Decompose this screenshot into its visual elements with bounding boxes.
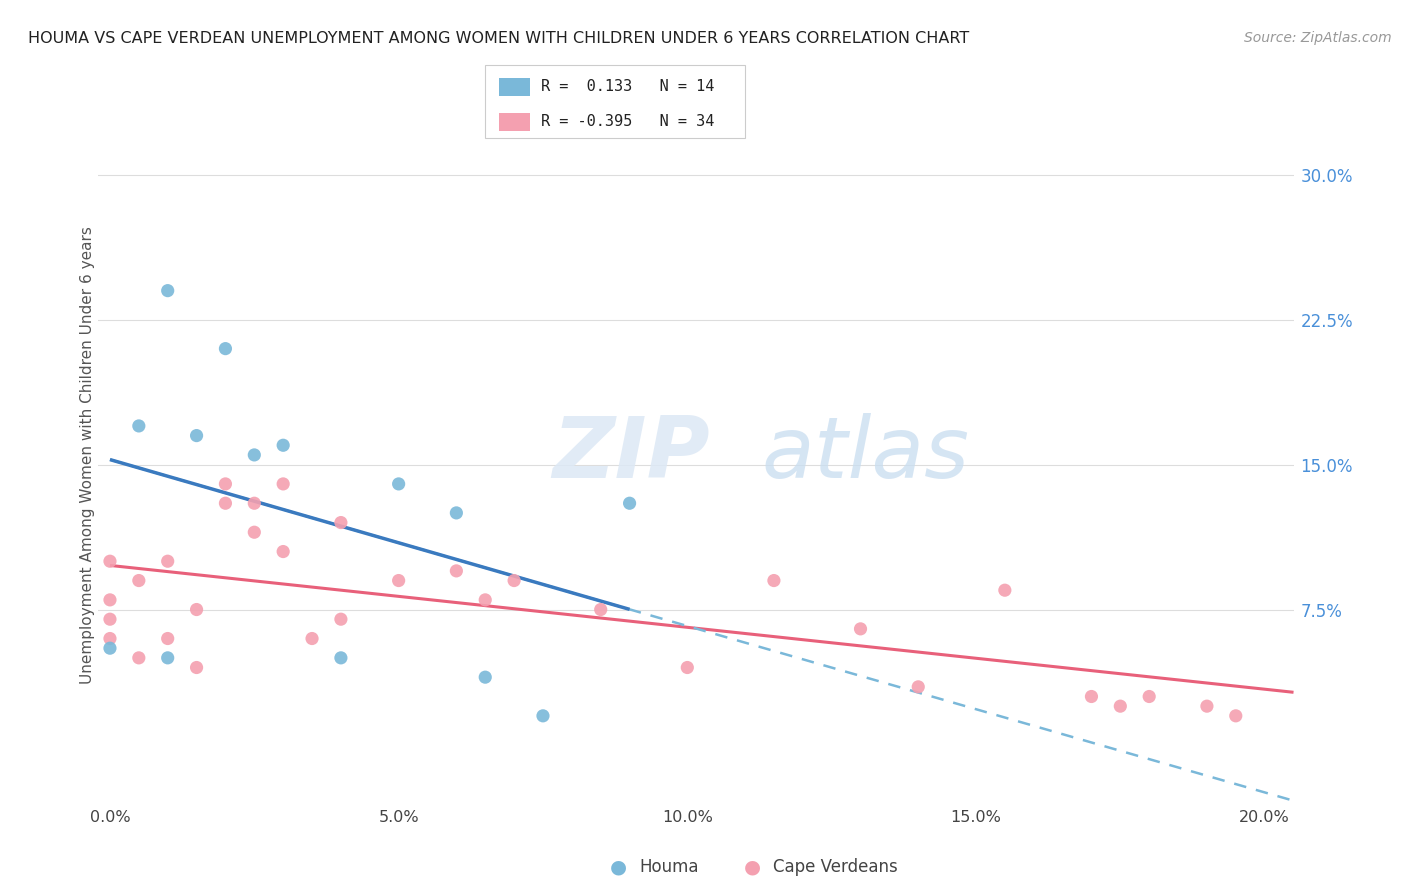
Point [589, 602, 612, 616]
Point [214, 476, 236, 491]
Text: R =  0.133   N = 14: R = 0.133 N = 14 [541, 79, 714, 95]
Point [619, 496, 641, 510]
Point [98, 641, 121, 656]
Point [1109, 699, 1132, 714]
Point [243, 448, 266, 462]
Point [271, 544, 294, 558]
Text: atlas: atlas [762, 413, 970, 497]
Point [1225, 708, 1247, 723]
Point [1195, 699, 1218, 714]
Point [849, 622, 872, 636]
Point [156, 554, 179, 568]
Point [301, 632, 323, 646]
Point [907, 680, 929, 694]
Point [503, 574, 526, 588]
Point [186, 660, 208, 674]
Point [388, 476, 411, 491]
Point [156, 632, 179, 646]
Point [98, 612, 121, 626]
Point [243, 525, 266, 540]
Point [156, 651, 179, 665]
Text: R = -0.395   N = 34: R = -0.395 N = 34 [541, 114, 714, 129]
Text: Cape Verdeans: Cape Verdeans [773, 858, 898, 876]
Point [329, 651, 352, 665]
Point [1137, 690, 1160, 704]
Point [98, 554, 121, 568]
Point [762, 574, 785, 588]
Point [329, 612, 352, 626]
Text: HOUMA VS CAPE VERDEAN UNEMPLOYMENT AMONG WOMEN WITH CHILDREN UNDER 6 YEARS CORRE: HOUMA VS CAPE VERDEAN UNEMPLOYMENT AMONG… [28, 31, 969, 46]
Point [98, 632, 121, 646]
Point [388, 574, 411, 588]
Point [128, 574, 150, 588]
Point [994, 583, 1017, 598]
Point [446, 564, 468, 578]
Point [676, 660, 699, 674]
Point [128, 651, 150, 665]
Text: ●: ● [610, 857, 627, 877]
Point [1080, 690, 1102, 704]
Point [214, 342, 236, 356]
Point [446, 506, 468, 520]
Point [329, 516, 352, 530]
Point [186, 602, 208, 616]
Point [474, 592, 496, 607]
Point [531, 708, 554, 723]
Text: ●: ● [744, 857, 761, 877]
Point [128, 419, 150, 434]
Text: Houma: Houma [640, 858, 699, 876]
Point [156, 284, 179, 298]
Text: Source: ZipAtlas.com: Source: ZipAtlas.com [1244, 31, 1392, 45]
Point [214, 496, 236, 510]
Text: ZIP: ZIP [553, 413, 710, 497]
Point [271, 438, 294, 452]
Point [98, 592, 121, 607]
Y-axis label: Unemployment Among Women with Children Under 6 years: Unemployment Among Women with Children U… [80, 226, 94, 684]
Point [243, 496, 266, 510]
Point [186, 428, 208, 442]
Point [474, 670, 496, 684]
Point [271, 476, 294, 491]
